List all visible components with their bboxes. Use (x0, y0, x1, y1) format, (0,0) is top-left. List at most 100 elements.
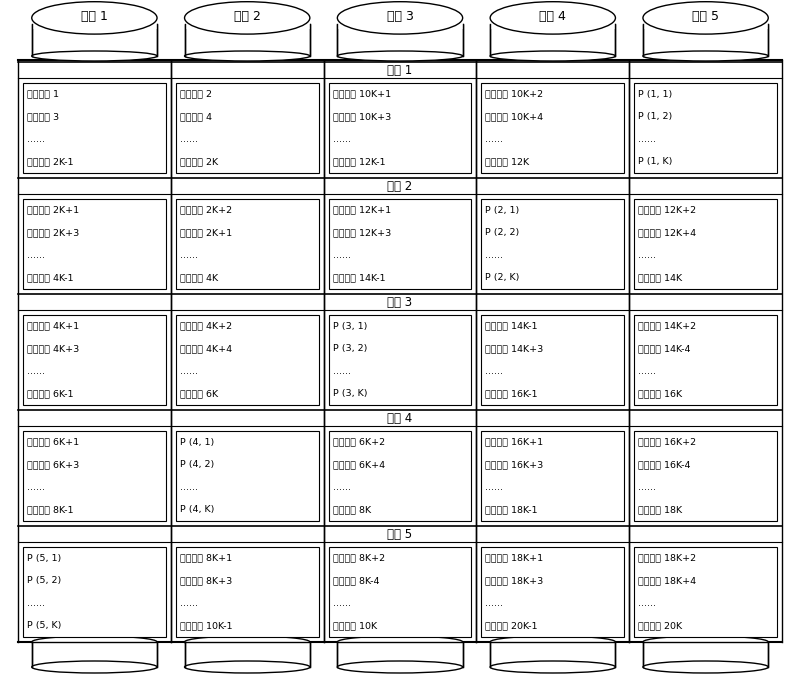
Ellipse shape (32, 1, 157, 34)
Text: P (2, 2): P (2, 2) (486, 228, 520, 237)
Text: 数据子块 1: 数据子块 1 (27, 89, 59, 99)
Text: 数据子块 8K-1: 数据子块 8K-1 (27, 505, 74, 514)
Bar (482, 547, 624, 637)
Bar (176, 199, 318, 289)
Bar (176, 547, 318, 637)
Ellipse shape (490, 636, 615, 648)
Text: 条带 2: 条带 2 (387, 180, 413, 193)
Text: 数据子块 4K+2: 数据子块 4K+2 (180, 322, 232, 331)
Bar (329, 199, 471, 289)
Ellipse shape (490, 1, 615, 34)
Text: 数据子块 2K+3: 数据子块 2K+3 (27, 228, 79, 237)
Text: ......: ...... (638, 250, 656, 260)
Text: 数据子块 18K: 数据子块 18K (638, 505, 682, 514)
Text: 磁盘 4: 磁盘 4 (539, 10, 566, 23)
Bar (482, 199, 624, 289)
Text: 数据子块 3: 数据子块 3 (27, 112, 59, 121)
Text: 数据子块 8K+2: 数据子块 8K+2 (333, 554, 385, 563)
Bar (23, 199, 166, 289)
Text: 数据子块 10K+4: 数据子块 10K+4 (486, 112, 543, 121)
Text: P (5, 2): P (5, 2) (27, 577, 62, 585)
Text: 数据子块 2K: 数据子块 2K (180, 158, 218, 166)
Text: 数据子块 6K+1: 数据子块 6K+1 (27, 438, 79, 447)
Bar (490, 18, 615, 29)
Text: 数据子块 6K+2: 数据子块 6K+2 (333, 438, 385, 447)
Bar (32, 24, 157, 56)
Text: 条带 4: 条带 4 (387, 411, 413, 424)
Text: 数据子块 12K: 数据子块 12K (486, 158, 530, 166)
Bar (338, 18, 462, 29)
Text: 数据子块 14K-1: 数据子块 14K-1 (333, 273, 385, 282)
Text: ......: ...... (27, 135, 45, 144)
Bar (482, 431, 624, 521)
Ellipse shape (643, 636, 768, 648)
Text: 数据子块 18K+4: 数据子块 18K+4 (638, 577, 696, 585)
Bar (23, 315, 166, 405)
Bar (490, 642, 615, 667)
Text: P (3, K): P (3, K) (333, 389, 367, 398)
Text: 数据子块 16K+1: 数据子块 16K+1 (486, 438, 543, 447)
Bar (185, 642, 310, 667)
Text: P (3, 1): P (3, 1) (333, 322, 367, 331)
Text: ......: ...... (486, 483, 503, 492)
Text: 数据子块 18K+3: 数据子块 18K+3 (486, 577, 544, 585)
Text: P (1, K): P (1, K) (638, 158, 673, 166)
Bar (634, 315, 777, 405)
Bar (643, 24, 768, 56)
Text: 数据子块 14K-1: 数据子块 14K-1 (486, 322, 538, 331)
Text: 磁盘 1: 磁盘 1 (81, 10, 108, 23)
Text: P (5, K): P (5, K) (27, 621, 62, 630)
Text: 数据子块 16K-4: 数据子块 16K-4 (638, 460, 690, 469)
Text: 数据子块 10K+2: 数据子块 10K+2 (486, 89, 543, 99)
Ellipse shape (643, 51, 768, 61)
Text: ......: ...... (333, 483, 350, 492)
Ellipse shape (338, 661, 462, 673)
Text: 数据子块 12K+1: 数据子块 12K+1 (333, 206, 390, 215)
Bar (490, 24, 615, 56)
Ellipse shape (338, 1, 462, 34)
Text: 数据子块 16K: 数据子块 16K (638, 389, 682, 398)
Text: 条带 1: 条带 1 (387, 63, 413, 76)
Bar (482, 315, 624, 405)
Ellipse shape (338, 636, 462, 648)
Text: ......: ...... (333, 599, 350, 608)
Bar (329, 547, 471, 637)
Bar (634, 199, 777, 289)
Ellipse shape (185, 51, 310, 61)
Text: P (4, 1): P (4, 1) (180, 438, 214, 447)
Text: ......: ...... (638, 135, 656, 144)
Text: ......: ...... (638, 599, 656, 608)
Bar (329, 315, 471, 405)
Ellipse shape (185, 661, 310, 673)
Bar (23, 83, 166, 173)
Text: 数据子块 6K+4: 数据子块 6K+4 (333, 460, 385, 469)
Text: 数据子块 20K: 数据子块 20K (638, 621, 682, 630)
Ellipse shape (643, 1, 768, 34)
Text: ......: ...... (638, 367, 656, 376)
Bar (176, 83, 318, 173)
Bar (338, 642, 462, 667)
Text: ......: ...... (27, 483, 45, 492)
Ellipse shape (643, 661, 768, 673)
Text: ......: ...... (180, 599, 198, 608)
Text: 数据子块 4K: 数据子块 4K (180, 273, 218, 282)
Bar (338, 24, 462, 56)
Text: ......: ...... (333, 250, 350, 260)
Text: ......: ...... (486, 599, 503, 608)
Bar (643, 642, 768, 667)
Ellipse shape (32, 636, 157, 648)
Text: 数据子块 10K-1: 数据子块 10K-1 (180, 621, 232, 630)
Text: 数据子块 8K+1: 数据子块 8K+1 (180, 554, 232, 563)
Text: 数据子块 6K+3: 数据子块 6K+3 (27, 460, 79, 469)
Text: ......: ...... (333, 135, 350, 144)
Text: P (4, 2): P (4, 2) (180, 460, 214, 469)
Text: ......: ...... (180, 367, 198, 376)
Text: 数据子块 16K-1: 数据子块 16K-1 (486, 389, 538, 398)
Bar (176, 315, 318, 405)
Text: ......: ...... (638, 483, 656, 492)
Text: 数据子块 6K: 数据子块 6K (180, 389, 218, 398)
Text: 数据子块 16K+3: 数据子块 16K+3 (486, 460, 544, 469)
Text: 数据子块 12K+4: 数据子块 12K+4 (638, 228, 696, 237)
Text: 数据子块 12K+2: 数据子块 12K+2 (638, 206, 696, 215)
Bar (23, 431, 166, 521)
